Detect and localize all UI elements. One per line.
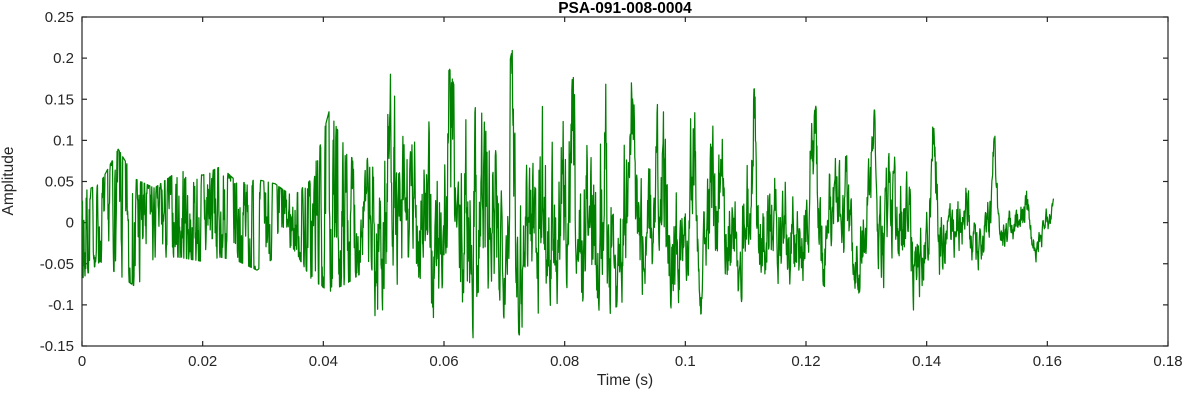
x-tick-label: 0.18 [1153,353,1182,370]
x-axis-label: Time (s) [596,372,654,389]
x-tick-label: 0.08 [550,353,579,370]
x-tick-label: 0.14 [912,353,941,370]
y-tick-label: -0.15 [40,338,74,355]
x-tick-label: 0 [78,353,86,370]
y-tick-label: 0.25 [45,9,74,26]
y-tick-label: 0.2 [53,50,74,67]
x-tick-label: 0.16 [1033,353,1062,370]
x-tick-label: 0.06 [429,353,458,370]
x-tick-label: 0.1 [675,353,696,370]
y-tick-label: 0.15 [45,91,74,108]
waveform-line [81,49,1054,339]
x-tick-label: 0.12 [791,353,820,370]
y-tick-label: 0 [66,215,74,232]
x-tick-label: 0.04 [309,353,338,370]
y-tick-label: 0.1 [53,132,74,149]
x-tick-label: 0.02 [188,353,217,370]
y-tick-label: -0.05 [40,256,74,273]
y-tick-label: -0.1 [48,297,74,314]
y-tick-label: 0.05 [45,174,74,191]
chart-title: PSA-091-008-0004 [558,0,692,17]
